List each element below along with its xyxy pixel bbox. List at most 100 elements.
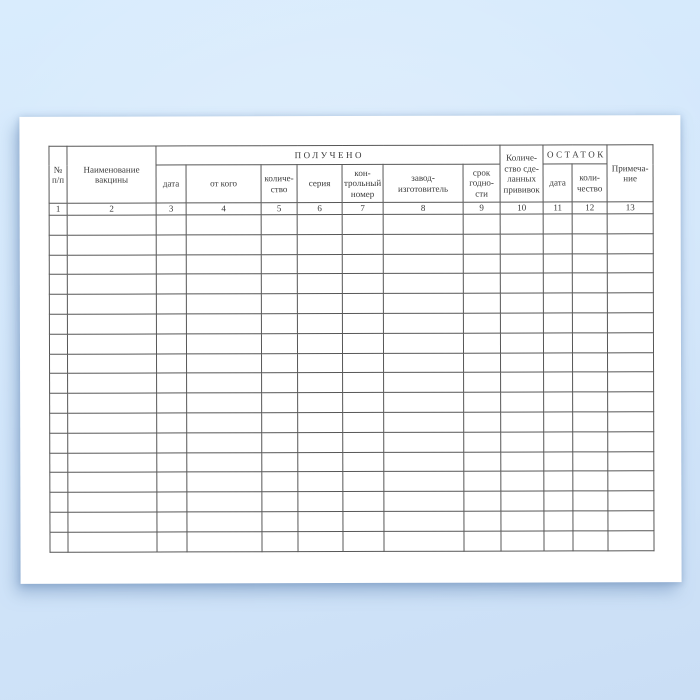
empty-cell [383, 471, 464, 492]
empty-cell [49, 235, 68, 255]
empty-cell [608, 510, 655, 531]
empty-cell [543, 411, 573, 432]
empty-cell [500, 372, 544, 393]
empty-cell [572, 372, 608, 393]
empty-cell [543, 372, 573, 393]
empty-cell [383, 352, 464, 373]
empty-cell [607, 332, 654, 353]
header-no: № п/п [48, 146, 68, 204]
empty-cell [186, 472, 262, 493]
empty-cell [186, 254, 262, 275]
empty-cell [261, 452, 298, 473]
empty-cell [342, 293, 384, 314]
empty-cell [186, 373, 262, 394]
empty-cell [297, 432, 343, 453]
empty-cell [186, 392, 262, 413]
empty-cell [500, 233, 544, 254]
empty-cell [607, 273, 654, 294]
empty-cell [67, 294, 157, 315]
empty-cell [261, 254, 298, 275]
empty-cell [67, 531, 158, 552]
empty-cell [261, 392, 298, 413]
empty-cell [543, 451, 573, 472]
empty-cell [186, 531, 263, 552]
header-expiry: срок годно- сти [463, 164, 501, 203]
table-row [49, 431, 654, 453]
empty-cell [543, 213, 573, 234]
empty-cell [500, 293, 544, 314]
empty-cell [383, 273, 464, 294]
empty-cell [297, 273, 343, 294]
empty-cell [383, 451, 464, 472]
empty-cell [186, 234, 262, 255]
empty-cell [67, 393, 157, 414]
empty-cell [261, 412, 298, 433]
empty-cell [607, 431, 654, 452]
empty-cell [501, 530, 545, 551]
empty-cell [297, 412, 343, 433]
empty-cell [544, 530, 574, 551]
empty-cell [383, 253, 464, 274]
header-group-remainder: ОСТАТОК [543, 144, 608, 164]
empty-cell [383, 392, 464, 413]
empty-cell [607, 233, 654, 254]
empty-cell [67, 412, 157, 434]
empty-cell [297, 333, 343, 354]
column-number: 2 [67, 203, 157, 216]
empty-cell [543, 293, 573, 313]
empty-cell [607, 213, 654, 234]
empty-cell [383, 431, 464, 452]
empty-cell [261, 432, 298, 453]
empty-cell [342, 234, 384, 255]
column-number: 3 [156, 202, 187, 216]
empty-cell [156, 373, 187, 394]
empty-cell [67, 254, 157, 275]
empty-cell [463, 313, 501, 333]
empty-cell [342, 412, 384, 433]
empty-cell [607, 312, 654, 333]
empty-cell [500, 352, 544, 373]
empty-cell [543, 352, 573, 373]
empty-cell [156, 432, 187, 453]
empty-cell [186, 274, 262, 295]
empty-cell [572, 490, 609, 511]
empty-cell [342, 531, 385, 552]
empty-cell [342, 333, 384, 354]
empty-cell [49, 512, 68, 533]
empty-cell [342, 273, 384, 294]
empty-cell [463, 511, 502, 531]
empty-cell [49, 254, 68, 275]
table-row [49, 530, 655, 552]
empty-cell [463, 214, 501, 235]
empty-cell [342, 214, 384, 235]
empty-cell [607, 451, 654, 472]
empty-cell [572, 253, 608, 274]
header-remainder-quantity: коли- чество [572, 163, 608, 202]
table-row [49, 213, 654, 236]
empty-cell [500, 411, 544, 432]
empty-cell [49, 413, 68, 434]
empty-cell [49, 452, 68, 473]
table-row [49, 490, 655, 513]
empty-cell [383, 372, 464, 393]
empty-cell [572, 471, 608, 492]
empty-cell [463, 491, 501, 512]
header-quantity: количе- ство [261, 164, 298, 203]
header-remainder-date: дата [543, 163, 573, 202]
empty-cell [297, 511, 343, 532]
empty-cell [500, 471, 544, 492]
empty-cell [297, 491, 343, 512]
table-row [49, 352, 654, 374]
empty-cell [342, 451, 384, 472]
empty-cell [383, 511, 464, 532]
empty-cell [297, 531, 344, 552]
empty-cell [342, 352, 384, 373]
empty-cell [607, 292, 654, 313]
column-number: 9 [463, 202, 501, 215]
table-row [49, 471, 654, 493]
table-row [49, 451, 654, 473]
empty-cell [543, 491, 573, 511]
empty-cell [49, 492, 68, 513]
empty-cell [572, 510, 609, 531]
empty-cell [261, 531, 299, 552]
